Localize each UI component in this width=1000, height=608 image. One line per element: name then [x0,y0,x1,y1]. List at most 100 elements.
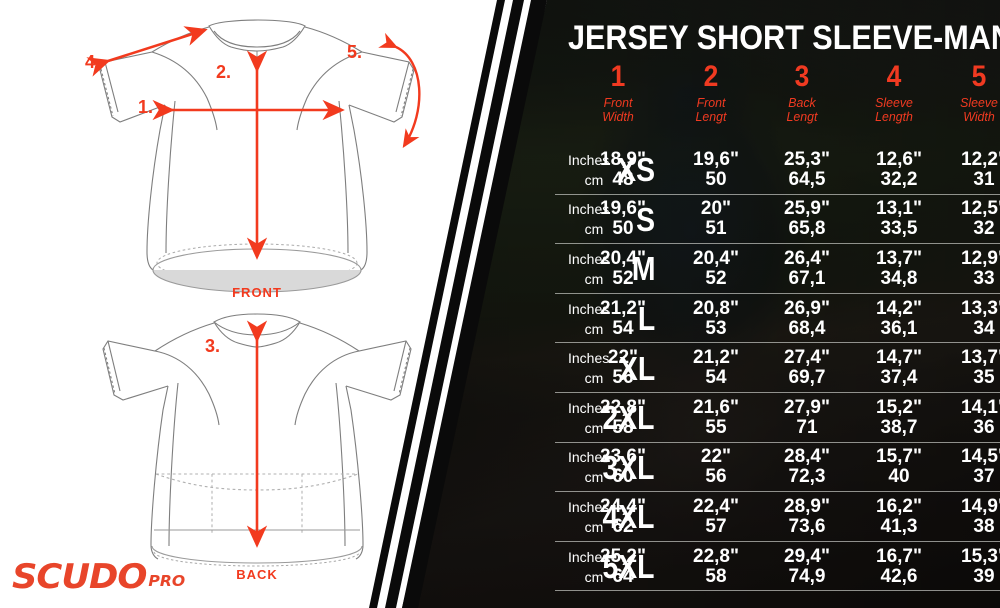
column-label: Sleeve Width [935,96,1000,123]
value-inches: 20,4" [693,247,739,269]
column-label-line2: Length [875,108,913,124]
value-inches: 13,1" [876,198,922,220]
value-inches: 22,8" [693,545,739,567]
value-cm: 60 [612,466,634,488]
jersey-back-illustration [102,313,412,567]
unit-labels: Inches cm [568,145,626,195]
table-row: S Inches cm 19,6" 50 20" 51 25,9" 65,8 13,1" 33,5 1… [505,195,1000,245]
column-number: 4 [886,60,902,93]
value-inches: 25,2" [600,545,646,567]
measurement-cell: 20,8" 53 [670,294,762,344]
value-inches: 14,2" [876,297,922,319]
unit-labels: Inches cm [568,542,626,592]
value-cm: 41,3 [880,515,918,537]
measurement-cell: 25,2" 64 [577,542,669,592]
unit-inches-label: Inches [568,498,610,515]
marker-3-label: 3. [205,336,220,356]
value-inches: 12,9" [961,247,1000,269]
table-row: XL Inches cm 22" 56 21,2" 54 27,4" 69,7 14,7" 37,4… [505,343,1000,393]
value-cm: 58 [612,416,634,438]
value-inches: 25,3" [784,148,830,170]
value-cm: 58 [705,565,727,587]
column-label: Back Lengt [758,96,845,123]
marker-4-label: 4. [85,52,100,72]
value-inches: 16,2" [876,495,922,517]
table-row: M Inches cm 20,4" 52 20,4" 52 26,4" 67,1 13,7" 34,… [505,244,1000,294]
size-label-cell: M [505,244,655,294]
measurement-cell: 22,8" 58 [577,393,669,443]
measurement-cell: 14,1"36 [938,393,1000,443]
measurement-cell: 27,4" 69,7 [761,343,853,393]
value-inches: 20" [700,198,732,220]
unit-labels: Inches cm [568,294,626,344]
value-cm: 32 [973,218,995,240]
column-label-line2: Lengt [695,108,727,124]
jersey-technical-drawing: 1. 2. 3. 4. 5. FRONT BACK [85,19,421,582]
size-label-cell: S [505,195,655,245]
unit-inches-label: Inches [568,250,610,267]
size-label: 2XL [602,399,655,437]
front-caption: FRONT [232,285,282,300]
unit-labels: Inches cm [568,244,626,294]
value-cm: 38,7 [880,416,918,438]
size-label: XS [617,151,655,189]
column-label: Front Width [574,96,661,123]
value-inches: 15,7" [876,446,922,468]
row-separator [555,193,1000,195]
measurement-cell: 26,9" 68,4 [761,294,853,344]
value-cm: 52 [705,267,727,289]
value-inches: 14,1" [961,396,1000,418]
brand-suffix: PRO [148,572,186,590]
unit-labels: Inches cm [568,393,626,443]
size-label-cell: 4XL [505,492,655,542]
value-inches: 12,6" [876,148,922,170]
measurement-cell: 28,9" 73,6 [761,492,853,542]
column-label-line1: Sleeve [960,95,998,110]
value-cm: 73,6 [788,515,826,537]
value-cm: 31 [973,168,995,190]
value-cm: 36 [973,416,995,438]
measurement-cell: 14,7" 37,4 [853,343,945,393]
size-label: 3XL [602,448,655,486]
measurement-cell: 13,3"34 [938,294,1000,344]
measurement-cell: 15,2" 38,7 [853,393,945,443]
value-cm: 64,5 [788,168,826,190]
value-cm: 36,1 [880,317,918,339]
column-label-line1: Back [788,95,816,110]
measurement-cell: 13,7"35 [938,343,1000,393]
value-inches: 25,9" [784,198,830,220]
measurement-cell: 12,6" 32,2 [853,145,945,195]
measurement-cell: 25,3" 64,5 [761,145,853,195]
value-cm: 50 [612,218,634,240]
value-inches: 26,9" [784,297,830,319]
value-cm: 62 [612,515,634,537]
page-title: JERSEY SHORT SLEEVE-MAN [568,19,1000,57]
measurement-cell: 14,2" 36,1 [853,294,945,344]
value-cm: 53 [705,317,727,339]
value-cm: 39 [973,565,995,587]
size-label-cell: 5XL [505,542,655,592]
unit-labels: Inches cm [568,343,626,393]
value-cm: 34 [973,317,995,339]
value-cm: 48 [612,168,634,190]
value-cm: 42,6 [880,565,918,587]
unit-inches-label: Inches [568,201,610,218]
value-cm: 33 [973,267,995,289]
measurement-cell: 29,4" 74,9 [761,542,853,592]
unit-labels: Inches cm [568,195,626,245]
value-inches: 26,4" [784,247,830,269]
value-inches: 28,9" [784,495,830,517]
measurement-cell: 22,8" 58 [670,542,762,592]
measurement-cell: 12,9"33 [938,244,1000,294]
measurement-cell: 28,4" 72,3 [761,443,853,493]
value-cm: 52 [612,267,634,289]
value-cm: 67,1 [788,267,826,289]
value-cm: 69,7 [788,367,826,389]
value-inches: 14,7" [876,347,922,369]
value-cm: 51 [705,218,727,240]
unit-cm-label: cm [584,469,604,486]
scudo-pro-logo: SCUDO PRO [12,560,185,594]
value-inches: 18,9" [600,148,646,170]
measurement-cell: 13,7" 34,8 [853,244,945,294]
value-inches: 21,6" [693,396,739,418]
